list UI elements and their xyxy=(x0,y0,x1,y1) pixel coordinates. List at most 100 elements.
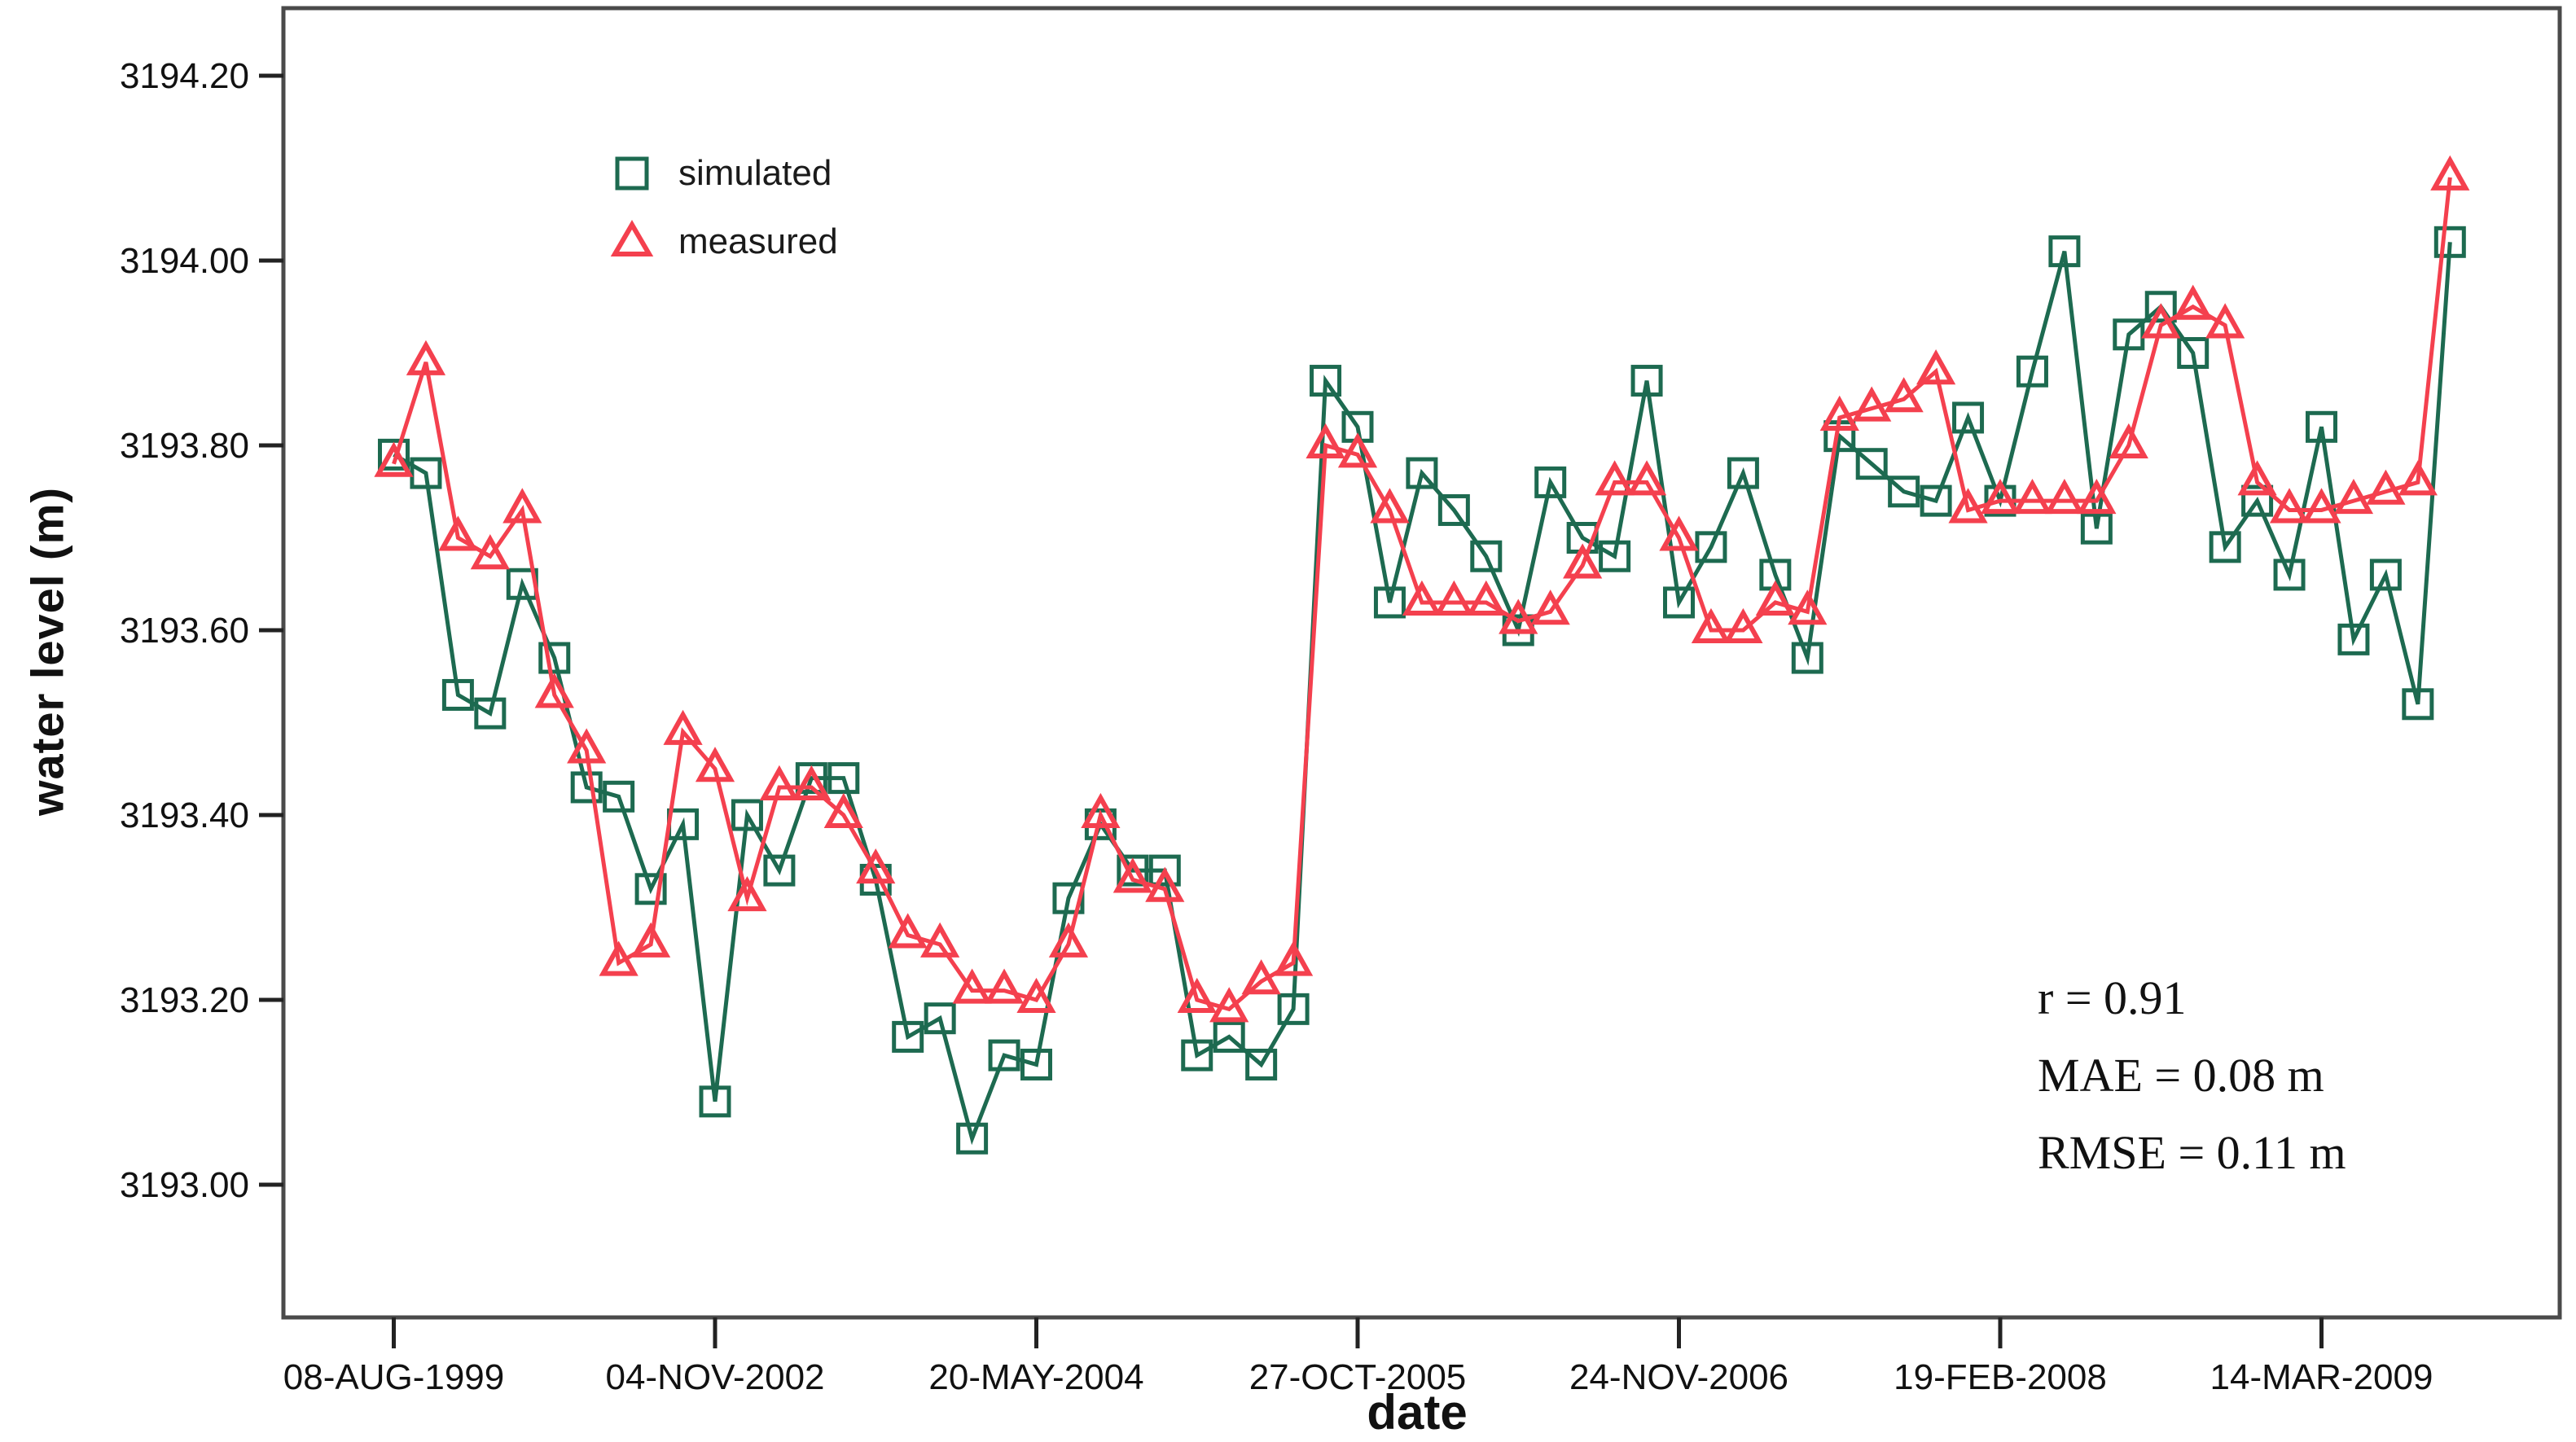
stats-annotation: r = 0.91 MAE = 0.08 m RMSE = 0.11 m xyxy=(2038,959,2346,1191)
square-marker xyxy=(763,854,796,887)
triangle-marker xyxy=(1016,977,1056,1013)
y-tick-label: 3193.60 xyxy=(120,611,249,651)
legend xyxy=(610,156,654,256)
triangle-marker xyxy=(1659,515,1699,551)
triangle-marker xyxy=(2077,478,2117,515)
x-axis-title: date xyxy=(1367,1385,1468,1440)
triangle-marker xyxy=(759,765,800,800)
triangle-marker xyxy=(2205,303,2245,339)
triangle-marker xyxy=(1948,488,1988,524)
square-marker xyxy=(956,1122,989,1155)
square-marker xyxy=(699,1085,731,1118)
square-marker xyxy=(1310,365,1342,397)
legend-square-icon xyxy=(615,156,649,191)
triangle-marker xyxy=(1370,488,1410,524)
square-marker xyxy=(924,1002,956,1035)
square-marker xyxy=(1470,540,1503,572)
triangle-marker xyxy=(502,488,542,524)
triangle-marker xyxy=(2237,460,2277,496)
plot-frame xyxy=(281,6,2562,1320)
square-marker xyxy=(1117,854,1149,887)
triangle-marker xyxy=(2302,488,2341,524)
x-tick-label: 19-FEB-2008 xyxy=(1894,1357,2107,1397)
square-marker xyxy=(2337,623,2370,655)
square-marker xyxy=(2048,235,2081,268)
triangle-marker xyxy=(1177,977,1217,1013)
triangle-marker xyxy=(1788,590,1828,625)
series-measured xyxy=(374,155,2470,1023)
triangle-marker xyxy=(1081,792,1121,828)
triangle-marker xyxy=(1499,598,1538,634)
triangle-marker xyxy=(599,940,639,976)
square-marker xyxy=(441,678,474,711)
square-marker xyxy=(1052,882,1085,914)
triangle-marker xyxy=(695,747,735,782)
stat-rmse: RMSE = 0.11 m xyxy=(2038,1126,2346,1179)
triangle-marker xyxy=(470,534,510,570)
triangle-marker xyxy=(1209,987,1249,1023)
triangle-marker xyxy=(1434,580,1474,616)
triangle-marker xyxy=(1755,580,1795,616)
triangle-marker xyxy=(1241,959,1281,995)
triangle-marker xyxy=(1563,543,1603,579)
triangle-marker xyxy=(1691,607,1731,643)
x-tick-label: 04-NOV-2002 xyxy=(605,1357,824,1397)
y-tick-label: 3193.00 xyxy=(120,1165,249,1205)
x-tick-label: 27-OCT-2005 xyxy=(1249,1357,1467,1397)
triangle-marker xyxy=(374,441,414,477)
triangle-marker xyxy=(1626,460,1667,496)
triangle-marker xyxy=(1402,580,1442,616)
triangle-marker xyxy=(984,968,1025,1004)
square-marker xyxy=(2273,559,2306,591)
triangle-marker xyxy=(2173,284,2213,320)
square-marker xyxy=(2016,355,2048,388)
triangle-marker xyxy=(630,922,671,958)
square-marker xyxy=(2402,688,2434,721)
square-marker xyxy=(474,697,507,730)
triangle-marker xyxy=(792,765,832,800)
square-marker xyxy=(2209,531,2241,563)
square-marker xyxy=(795,762,827,795)
triangle-marker xyxy=(438,515,478,551)
stat-r: r = 0.91 xyxy=(2038,971,2187,1024)
triangle-marker xyxy=(2012,478,2052,515)
triangle-marker xyxy=(952,968,992,1004)
series-simulated xyxy=(378,226,2466,1155)
triangle-marker xyxy=(1819,395,1859,431)
triangle-marker xyxy=(1723,607,1763,643)
triangle-marker xyxy=(2430,155,2470,191)
square-marker xyxy=(2433,226,2466,258)
triangle-marker xyxy=(2269,488,2310,524)
square-marker xyxy=(988,1039,1020,1072)
x-tick-label: 08-AUG-1999 xyxy=(283,1357,504,1397)
square-marker xyxy=(1020,1048,1052,1080)
triangle-marker xyxy=(2366,469,2406,505)
x-tick-label: 24-NOV-2006 xyxy=(1569,1357,1788,1397)
triangle-marker xyxy=(1306,423,1345,458)
triangle-marker xyxy=(888,913,928,949)
triangle-marker xyxy=(1595,460,1635,496)
triangle-marker xyxy=(1852,386,1892,422)
triangle-marker xyxy=(823,792,863,828)
square-marker xyxy=(1663,586,1695,619)
x-tick-label: 20-MAY-2004 xyxy=(928,1357,1143,1397)
triangle-marker xyxy=(727,876,767,912)
triangle-marker xyxy=(2044,478,2085,515)
y-tick-label: 3194.20 xyxy=(120,56,249,96)
triangle-marker xyxy=(1466,580,1506,616)
square-marker xyxy=(603,780,635,813)
square-marker xyxy=(1534,466,1567,498)
stat-mae: MAE = 0.08 m xyxy=(2038,1049,2324,1102)
y-axis-title: water level (m) xyxy=(21,486,73,817)
square-marker xyxy=(1148,854,1181,887)
square-marker xyxy=(1599,540,1631,572)
triangle-marker xyxy=(2141,303,2181,339)
square-marker xyxy=(827,762,860,795)
triangle-marker xyxy=(2333,478,2374,515)
square-marker xyxy=(1695,531,1727,563)
square-marker xyxy=(410,457,442,489)
triangle-marker xyxy=(856,848,896,884)
square-marker xyxy=(1855,448,1888,480)
